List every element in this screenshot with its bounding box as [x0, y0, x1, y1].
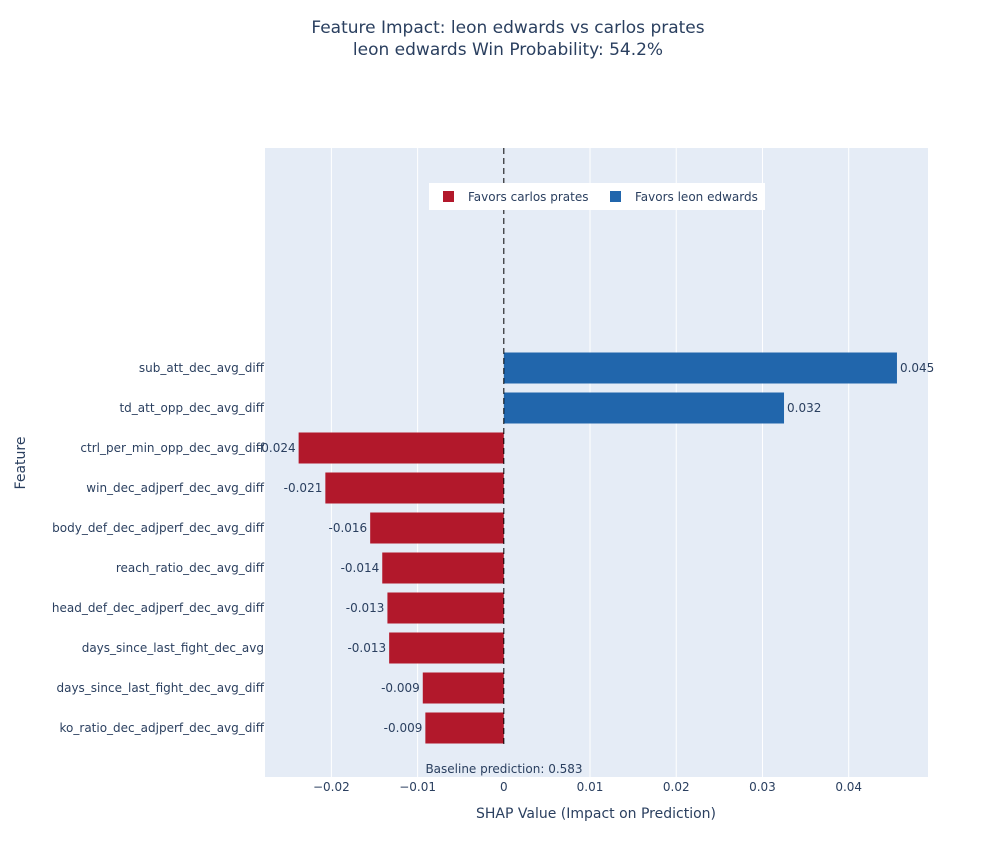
y-tick-label: win_dec_adjperf_dec_avg_diff: [86, 481, 264, 495]
y-tick-labels: sub_att_dec_avg_diff td_att_opp_dec_avg_d…: [52, 361, 265, 735]
bar-sub_att_dec_avg_diff[interactable]: [503, 352, 897, 384]
y-tick-label: head_def_dec_adjperf_dec_avg_diff: [52, 601, 265, 615]
bar-value-label: 0.032: [787, 401, 821, 415]
bar-head_def_dec_adjperf_dec_avg_diff[interactable]: [387, 592, 504, 624]
y-tick-label: days_since_last_fight_dec_avg_diff: [56, 681, 264, 695]
x-tick-label: 0.01: [577, 780, 604, 794]
bar-value-label: -0.024: [257, 441, 296, 455]
legend-background: [429, 183, 765, 210]
bar-days_since_last_fight_dec_avg[interactable]: [389, 632, 504, 664]
bar-value-label: -0.014: [341, 561, 380, 575]
legend[interactable]: Favors carlos prates Favors leon edwards: [429, 183, 765, 210]
bar-body_def_dec_adjperf_dec_avg_diff[interactable]: [370, 512, 504, 544]
bar-value-label: -0.009: [384, 721, 423, 735]
bar-value-label: -0.013: [346, 601, 385, 615]
bar-value-label: -0.013: [347, 641, 386, 655]
x-tick-labels: −0.02 −0.01 0 0.01 0.02 0.03 0.04: [313, 780, 862, 794]
bar-win_dec_adjperf_dec_avg_diff[interactable]: [325, 472, 504, 504]
chart-title-line1: Feature Impact: leon edwards vs carlos p…: [311, 18, 705, 38]
legend-label-positive[interactable]: Favors leon edwards: [635, 190, 758, 204]
y-axis-title: Feature: [13, 437, 29, 490]
bar-td_att_opp_dec_avg_diff[interactable]: [503, 392, 785, 424]
x-axis-title: SHAP Value (Impact on Prediction): [476, 806, 716, 822]
legend-swatch-positive[interactable]: [610, 191, 621, 202]
bar-ctrl_per_min_opp_dec_avg_diff[interactable]: [298, 432, 504, 464]
bar-reach_ratio_dec_avg_diff[interactable]: [382, 552, 504, 584]
y-tick-label: td_att_opp_dec_avg_diff: [119, 401, 264, 415]
x-tick-label: −0.01: [399, 780, 436, 794]
x-tick-label: 0.04: [835, 780, 862, 794]
bar-days_since_last_fight_dec_avg_diff[interactable]: [422, 672, 504, 704]
y-tick-label: ctrl_per_min_opp_dec_avg_diff: [80, 441, 264, 455]
bars: [298, 352, 897, 744]
bar-value-label: -0.009: [381, 681, 420, 695]
chart-title-line2: leon edwards Win Probability: 54.2%: [352, 40, 664, 60]
y-tick-label: body_def_dec_adjperf_dec_avg_diff: [52, 521, 265, 535]
bar-value-label: -0.021: [284, 481, 323, 495]
bar-value-label: -0.016: [328, 521, 367, 535]
bar-value-label: 0.045: [900, 361, 934, 375]
y-tick-label: ko_ratio_dec_adjperf_dec_avg_diff: [60, 721, 265, 735]
x-gridlines: [330, 148, 850, 777]
legend-swatch-negative[interactable]: [443, 191, 454, 202]
y-tick-label: reach_ratio_dec_avg_diff: [116, 561, 265, 575]
x-tick-label: 0: [500, 780, 508, 794]
y-tick-label: sub_att_dec_avg_diff: [139, 361, 265, 375]
y-tick-label: days_since_last_fight_dec_avg: [82, 641, 264, 655]
legend-label-negative[interactable]: Favors carlos prates: [468, 190, 588, 204]
value-labels: 0.045 0.032 -0.024 -0.021 -0.016 -0.014 -0.013…: [257, 361, 934, 735]
x-tick-label: 0.03: [749, 780, 776, 794]
bar-ko_ratio_dec_adjperf_dec_avg_diff[interactable]: [425, 712, 504, 744]
x-tick-label: 0.02: [663, 780, 690, 794]
x-tick-label: −0.02: [313, 780, 350, 794]
baseline-annotation: Baseline prediction: 0.583: [425, 762, 582, 776]
